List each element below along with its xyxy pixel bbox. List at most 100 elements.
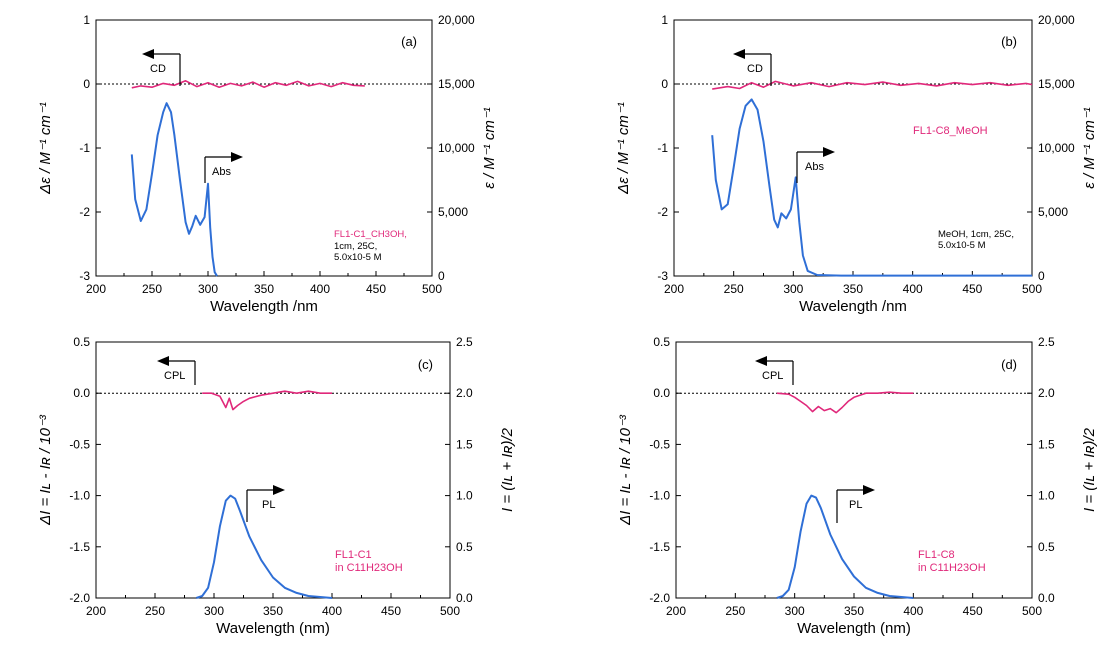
right-arrow-label: PL [262,499,275,511]
y-right-axis-label: I = (Iʟ + Iʀ)/2 [1081,427,1098,512]
y-right-tick-label: 20,000 [1038,13,1075,27]
condition-line: MeOH, 1cm, 25C, [938,229,1014,240]
right-arrow-label: PL [849,499,862,511]
y-left-tick-label: -3 [657,269,668,283]
left-axis-arrow [142,49,181,86]
y-left-tick-label: -0.5 [649,437,670,451]
x-tick-label: 400 [903,282,923,296]
y-right-tick-label: 10,000 [1038,141,1075,155]
x-tick-label: 400 [322,604,342,618]
panel-d: 200 250 300 350 400 450 500 0.5 0.0 -0.5 -1.0 -1.5 -… [617,335,1098,637]
y-left-tick-label: 0 [661,77,668,91]
x-tick-label: 500 [1022,282,1042,296]
plot-frame [675,341,1033,599]
y-left-axis-label: Δε / M⁻¹ cm⁻¹ [615,102,632,195]
left-arrow-label: CD [747,63,763,75]
y-left-tick-label: -0.5 [69,437,90,451]
left-arrow-label: CPL [762,370,783,382]
right-axis-arrow [796,147,835,183]
condition-line: in C11H23OH [335,562,403,574]
left-arrow-label: CD [150,63,166,75]
y-left-tick-label: -1.0 [69,489,90,503]
y-right-tick-label: 2.5 [456,335,473,349]
y-left-tick-label: 0.5 [653,335,670,349]
y-left-tick-label: 1 [83,13,90,27]
left-axis-arrow [157,356,196,385]
right-axis-arrow [246,485,285,522]
sample-label: FL1-C1 [335,549,372,561]
y-right-tick-label: 2.0 [1038,386,1055,400]
panel-label: (a) [401,34,417,49]
x-tick-label: 200 [664,282,684,296]
panel-label: (c) [418,357,433,372]
series-line-abs [711,98,1032,277]
y-left-tick-label: -3 [79,269,90,283]
x-tick-label: 300 [198,282,218,296]
y-right-tick-label: 0.5 [1038,540,1055,554]
right-axis-arrow [204,152,243,183]
x-tick-label: 200 [86,604,106,618]
x-axis-label: Wavelength (nm) [216,620,330,637]
series-line-cd [131,80,365,89]
panel-c: 200 250 300 350 400 450 500 0.5 0.0 -0.5 -1.0 -1.5 -… [37,335,516,637]
y-right-tick-label: 0.0 [1038,591,1055,605]
y-right-tick-label: 5,000 [1038,205,1068,219]
y-right-axis-label: I = (Iʟ + Iʀ)/2 [499,427,516,512]
y-left-tick-label: 0.0 [653,386,670,400]
x-tick-label: 200 [666,604,686,618]
y-right-tick-label: 1.0 [456,489,473,503]
panel-label: (b) [1001,34,1017,49]
y-left-axis-label: ΔI = Iʟ - Iʀ / 10⁻³ [37,414,54,526]
x-axis-label: Wavelength (nm) [797,620,911,637]
series-line-abs [130,102,218,277]
left-axis-arrow [733,49,772,86]
condition-line: in C11H23OH [918,562,986,574]
y-left-tick-label: 0.0 [73,386,90,400]
condition-line: 5.0x10-5 M [334,252,382,263]
x-tick-label: 400 [903,604,923,618]
x-tick-label: 350 [263,604,283,618]
right-axis-arrow [836,485,875,523]
x-tick-label: 450 [962,282,982,296]
x-tick-label: 400 [310,282,330,296]
x-tick-label: 250 [145,604,165,618]
y-left-tick-label: -1 [657,141,668,155]
x-tick-label: 200 [86,282,106,296]
x-tick-label: 300 [783,282,803,296]
x-tick-label: 250 [142,282,162,296]
y-right-tick-label: 15,000 [1038,77,1075,91]
x-tick-label: 500 [440,604,460,618]
y-left-tick-label: 0 [83,77,90,91]
x-tick-label: 350 [843,282,863,296]
series-line-cpl [776,391,914,414]
y-left-tick-label: -1.5 [649,540,670,554]
x-tick-label: 300 [785,604,805,618]
right-arrow-label: Abs [805,161,824,173]
y-right-tick-label: 0 [438,269,445,283]
x-tick-label: 450 [366,282,386,296]
panel-label: (d) [1001,357,1017,372]
condition-line: 1cm, 25C, [334,241,377,252]
y-left-tick-label: 1 [661,13,668,27]
y-right-tick-label: 5,000 [438,205,468,219]
x-tick-label: 500 [422,282,442,296]
sample-label: FL1-C8_MeOH [913,125,988,137]
series-line-cpl [202,390,332,411]
y-left-tick-label: -2 [79,205,90,219]
y-left-axis-label: Δε / M⁻¹ cm⁻¹ [37,102,54,195]
y-right-tick-label: 1.0 [1038,489,1055,503]
x-tick-label: 350 [844,604,864,618]
left-axis-arrow [755,356,794,385]
right-arrow-label: Abs [212,166,231,178]
y-right-tick-label: 15,000 [438,77,475,91]
y-right-tick-label: 1.5 [456,437,473,451]
x-tick-label: 450 [381,604,401,618]
y-left-tick-label: -1 [79,141,90,155]
x-tick-label: 300 [204,604,224,618]
y-right-tick-label: 20,000 [438,13,475,27]
panel-a: 200 250 300 350 400 450 500 1 0 -1 -2 -3 20,000 15,00… [37,13,498,315]
left-arrow-label: CPL [164,370,185,382]
condition-line: 5.0x10-5 M [938,240,986,251]
